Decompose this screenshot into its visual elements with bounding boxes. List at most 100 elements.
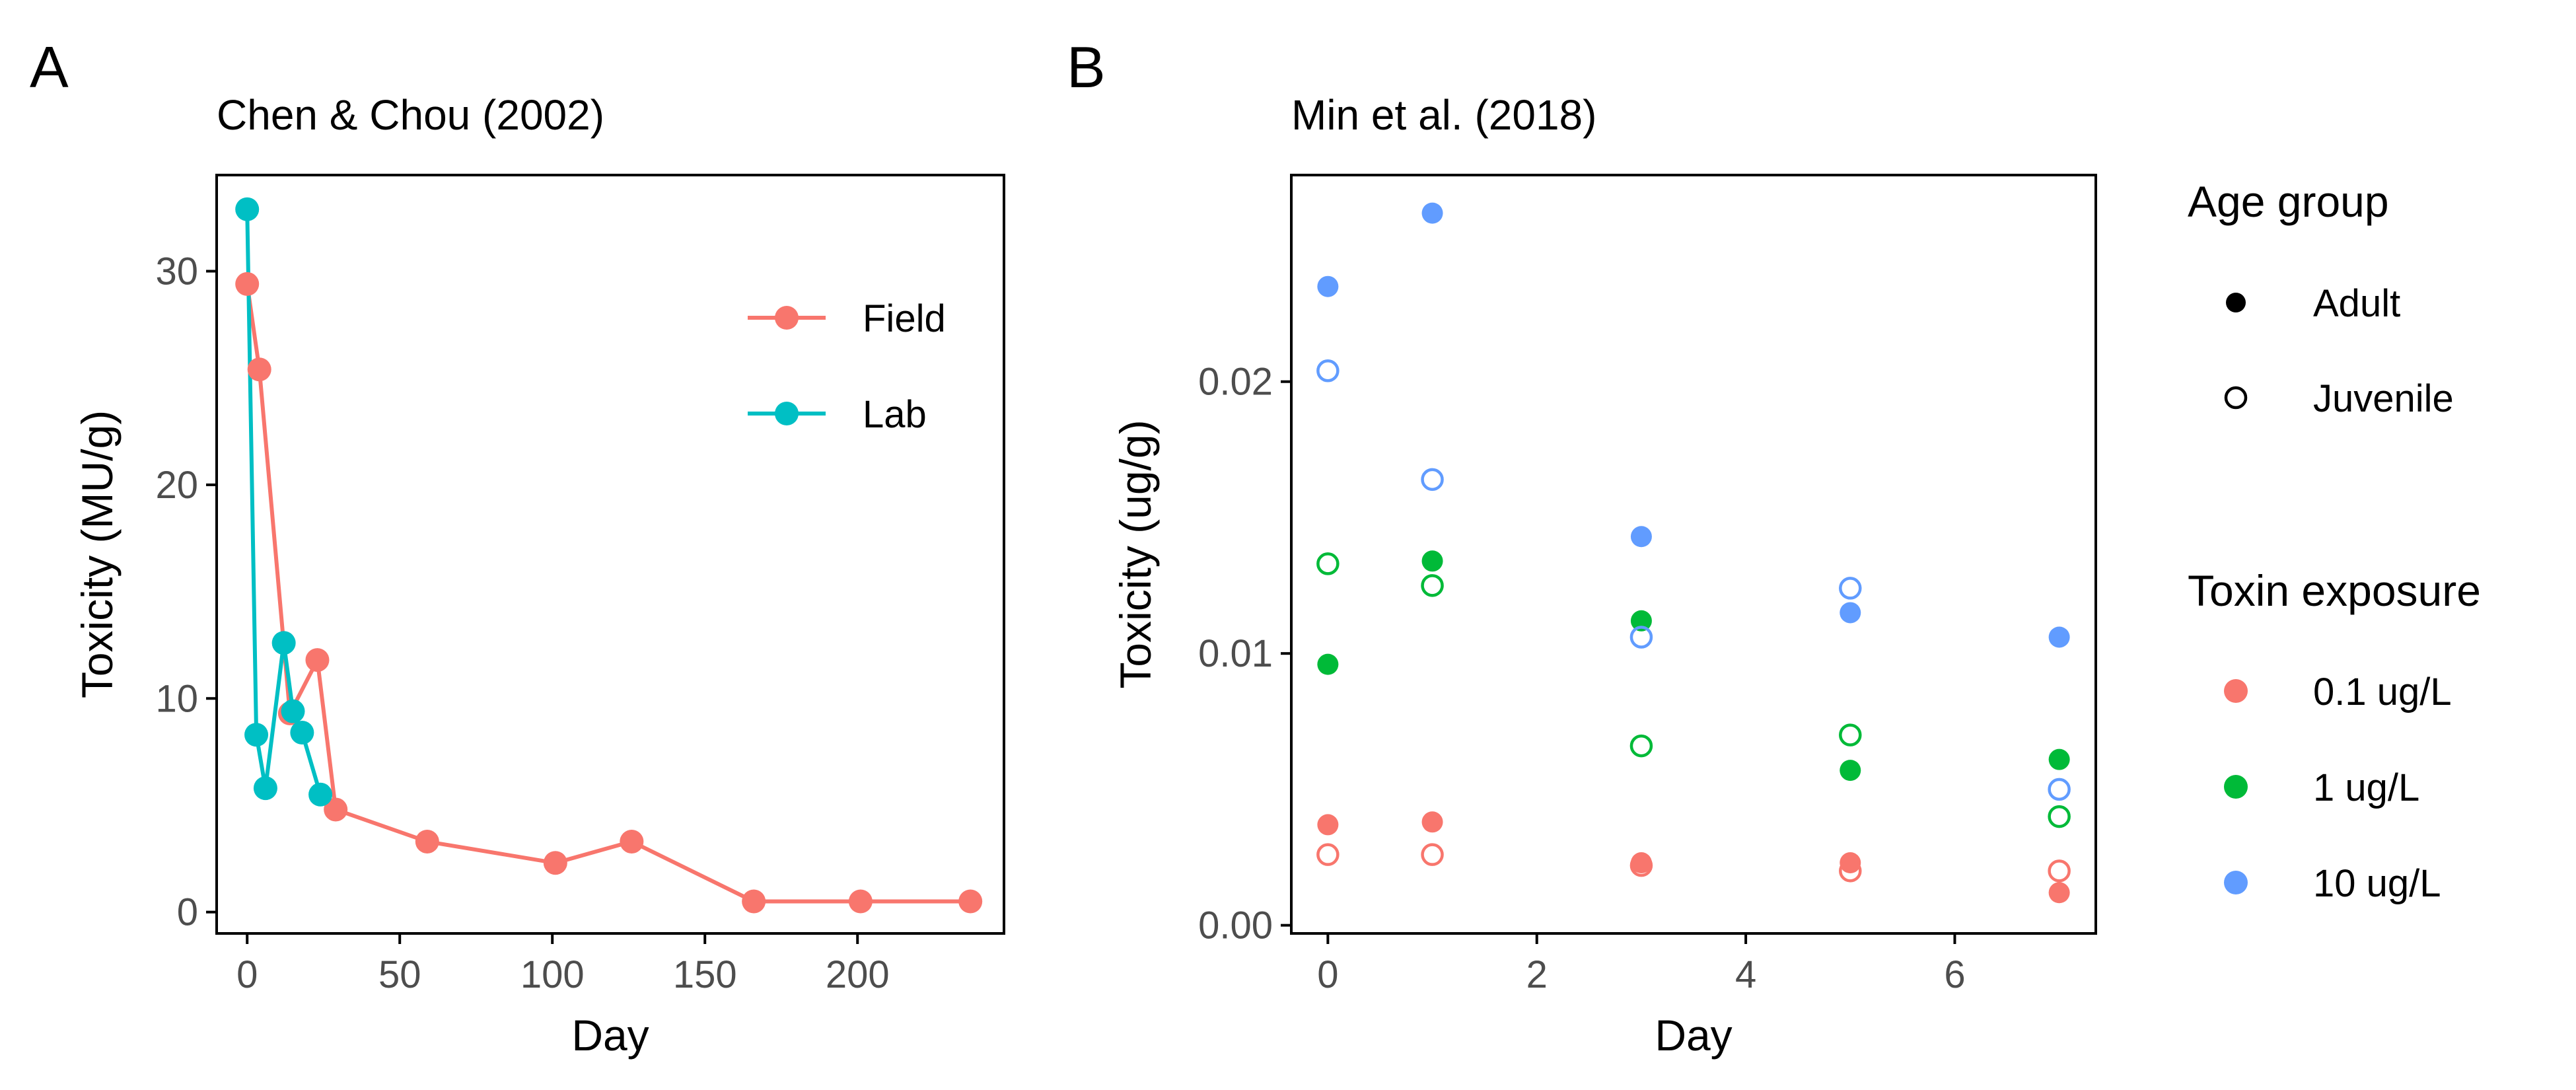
point-juvenile	[1629, 734, 1653, 758]
x-tick-label: 2	[1526, 953, 1548, 996]
point-juvenile	[1839, 723, 1862, 746]
y-tick-label: 0.02	[1198, 361, 1273, 404]
panel-a-y-axis-label: Toxicity (MU/g)	[73, 410, 122, 698]
x-tick-label: 6	[1944, 953, 1965, 996]
data-point-field	[324, 797, 348, 822]
point-adult	[1840, 852, 1861, 874]
x-tick-label: 100	[520, 953, 585, 996]
y-tick-label: 0.00	[1198, 904, 1273, 947]
x-tick-label: 4	[1735, 953, 1756, 996]
data-point-field	[543, 851, 567, 875]
panel-a-chart: Chen & Chou (2002) 0 50 100 150 200 0 10 20 30 F…	[73, 91, 1005, 1060]
y-tick-label: 10	[155, 677, 198, 720]
data-point-lab	[244, 723, 269, 747]
legend-dose-1-label: 1 ug/L	[2313, 766, 2419, 809]
panel-a-label: A	[30, 34, 69, 100]
legend-dose-0-1-label: 0.1 ug/L	[2313, 671, 2452, 713]
legend-juvenile-label: Juvenile	[2313, 377, 2454, 420]
panel-a-plot-border	[215, 174, 1005, 935]
series-line-field	[245, 283, 971, 904]
data-point-field	[415, 829, 439, 854]
point-adult	[1421, 202, 1443, 224]
point-adult	[1421, 550, 1443, 572]
panel-b-title: Min et al. (2018)	[1291, 91, 1596, 139]
legend-label-field: Field	[863, 297, 946, 340]
point-adult	[1317, 275, 1339, 297]
data-point-field	[247, 357, 271, 382]
point-juvenile	[1421, 468, 1444, 491]
data-point-field	[848, 889, 873, 914]
point-adult	[2048, 748, 2070, 770]
data-point-lab	[253, 776, 277, 801]
panel-a-legend: Field Lab	[748, 297, 946, 436]
x-tick-label: 0	[236, 953, 258, 996]
legend-dose-10-symbol	[2224, 871, 2248, 894]
legend-exposure-title: Toxin exposure	[2188, 566, 2481, 615]
panel-a-title: Chen & Chou (2002)	[217, 91, 604, 139]
data-point-lab	[308, 782, 333, 807]
y-tick-label: 20	[155, 464, 198, 507]
point-juvenile	[1316, 552, 1340, 575]
legend-toxin-exposure: Toxin exposure 0.1 ug/L 1 ug/L 10 ug/L	[2188, 566, 2481, 905]
y-tick-label: 0	[177, 891, 198, 934]
y-tick-label: 30	[155, 250, 198, 293]
panel-b-x-axis-label: Day	[1655, 1011, 1732, 1060]
point-juvenile	[1629, 854, 1653, 877]
data-point-lab	[271, 631, 296, 655]
data-point-field	[620, 829, 644, 854]
point-juvenile	[1421, 574, 1444, 597]
point-adult	[1630, 610, 1652, 632]
legend-key-point	[775, 306, 799, 330]
point-adult	[1840, 602, 1861, 624]
point-adult	[2048, 882, 2070, 904]
panel-a-x-axis-label: Day	[571, 1011, 649, 1060]
legend-dose-1-symbol	[2224, 775, 2248, 799]
point-juvenile	[2048, 778, 2071, 801]
point-juvenile	[1316, 843, 1340, 866]
legend-key-point	[775, 402, 799, 425]
panel-b-chart: Min et al. (2018) 0 2 4 6 0.00 0.01 0.02 Day T…	[1111, 91, 2481, 1060]
legend-dose-10-label: 10 ug/L	[2313, 862, 2441, 905]
x-tick-label: 150	[673, 953, 737, 996]
panel-a-series-lines	[245, 209, 971, 904]
point-juvenile	[2048, 859, 2071, 883]
data-point-lab	[290, 721, 314, 745]
panel-b-points	[1316, 202, 2071, 904]
legend-age-title: Age group	[2188, 177, 2389, 226]
data-point-field	[958, 889, 983, 914]
point-adult	[1317, 814, 1339, 836]
point-juvenile	[1839, 859, 1862, 883]
legend-juvenile-symbol	[2224, 386, 2248, 410]
data-point-lab	[281, 699, 305, 723]
panel-b-label: B	[1067, 34, 1106, 100]
legend-label-lab: Lab	[863, 393, 927, 436]
point-adult	[1840, 760, 1861, 781]
point-adult	[1317, 653, 1339, 675]
legend-dose-0-1-symbol	[2224, 679, 2248, 703]
y-tick-label: 0.01	[1198, 632, 1273, 675]
point-adult	[2048, 626, 2070, 648]
x-tick-label: 50	[378, 953, 421, 996]
point-adult	[1421, 811, 1443, 833]
x-tick-label: 0	[1317, 953, 1338, 996]
point-adult	[1630, 526, 1652, 548]
panel-a-axes: 0 50 100 150 200 0 10 20 30	[155, 250, 889, 996]
point-juvenile	[1421, 843, 1444, 866]
legend-age-group: Age group Adult Juvenile	[2188, 177, 2454, 420]
panel-a-points	[235, 197, 983, 914]
x-tick-label: 200	[826, 953, 890, 996]
data-point-field	[235, 272, 260, 296]
data-point-field	[742, 889, 766, 914]
data-point-lab	[235, 197, 260, 221]
legend-adult-label: Adult	[2313, 282, 2400, 325]
panel-b-axes: 0 2 4 6 0.00 0.01 0.02	[1198, 361, 1965, 996]
legend-adult-symbol	[2226, 293, 2246, 312]
point-juvenile	[1316, 359, 1340, 382]
point-juvenile	[2048, 805, 2071, 828]
data-point-field	[305, 648, 330, 672]
panel-b-plot-border	[1290, 174, 2097, 935]
point-juvenile	[1629, 626, 1653, 649]
point-juvenile	[1839, 577, 1862, 600]
panel-b-y-axis-label: Toxicity (ug/g)	[1111, 419, 1160, 688]
